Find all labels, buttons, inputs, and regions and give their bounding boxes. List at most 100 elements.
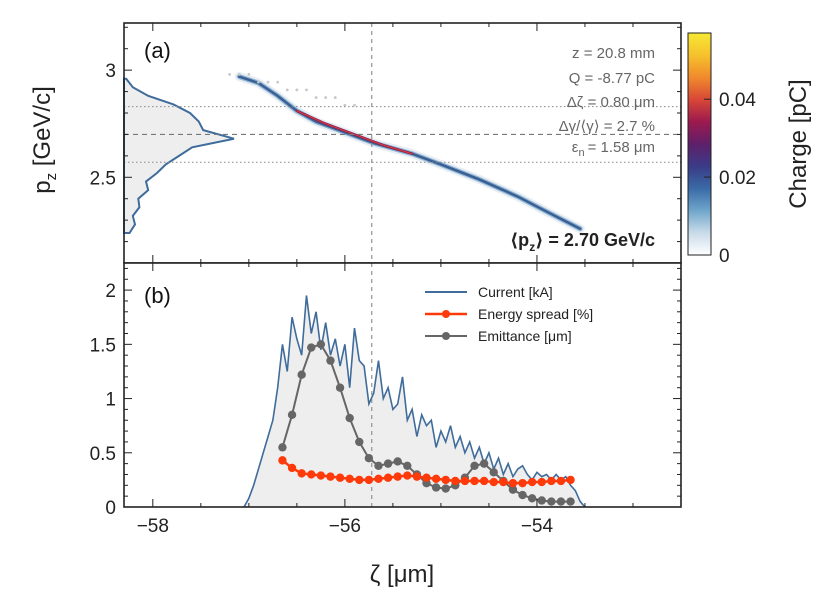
emittance-marker — [364, 454, 374, 463]
x-tick-label: −54 — [521, 516, 554, 537]
y-tick-label-b: 0.5 — [90, 444, 116, 465]
energy-spread-marker — [345, 474, 354, 484]
energy-spread-marker — [431, 474, 441, 484]
emittance-marker — [287, 410, 297, 420]
energy-spread-marker — [393, 472, 402, 481]
colorbar-tick-label: 0 — [719, 246, 730, 267]
emittance-marker — [566, 497, 575, 506]
colorbar-gradient — [687, 32, 712, 256]
emittance-marker — [355, 437, 364, 447]
panel-b-frame — [123, 262, 682, 508]
emittance-marker — [403, 461, 412, 470]
emittance-marker — [489, 468, 498, 477]
emittance-marker — [278, 443, 287, 452]
emittance-marker — [479, 459, 489, 468]
beam-head-particle — [305, 88, 308, 92]
y-axis-title-a-p: p — [29, 180, 56, 193]
x-axis-title: ζ [μm] — [370, 561, 434, 588]
emittance-marker — [537, 496, 546, 505]
emittance-marker — [508, 485, 518, 494]
emittance-marker — [431, 483, 441, 492]
energy-spread-marker — [278, 456, 287, 465]
emittance-marker — [316, 340, 326, 349]
y-tick-label-b: 0 — [105, 498, 116, 519]
beam-dense-highlight — [296, 110, 413, 155]
emittance-marker — [547, 497, 556, 506]
emittance-marker — [383, 459, 393, 468]
y-axis-title-a-sub: z — [43, 173, 60, 181]
stat-emittance-sub: n — [578, 147, 584, 159]
colorbar-label: Charge [pC] — [785, 79, 812, 208]
momentum-projection — [123, 77, 235, 234]
legend: Current [kA] Energy spread [%] Emittance… — [425, 284, 593, 344]
emittance-marker — [297, 370, 306, 379]
mean-momentum: ⟨pz⟩ = 2.70 GeV/c — [510, 230, 655, 254]
y-tick-label-a: 3 — [105, 61, 116, 82]
mean-momentum-sub: z — [529, 240, 535, 254]
energy-spread-marker — [470, 476, 479, 486]
colorbar-tick-label: 0.02 — [719, 168, 756, 189]
emittance-marker — [518, 490, 527, 500]
y-axis-title-a-unit: [GeV/c] — [29, 86, 56, 173]
colorbar-ticks: 0 0.02 0.04 — [704, 90, 756, 267]
series-emittance — [278, 340, 575, 506]
colorbar-tick-label: 0.04 — [719, 90, 756, 111]
beam-head-particle — [285, 88, 289, 92]
energy-spread-marker — [441, 475, 450, 485]
beam-head-particle — [333, 96, 337, 99]
colorbar: 0 0.02 0.04 Charge [pC] — [687, 32, 812, 267]
energy-spread-marker — [403, 471, 412, 480]
emittance-marker — [307, 343, 316, 352]
x-tick-label: −58 — [137, 516, 169, 537]
energy-spread-marker — [383, 473, 393, 482]
beam-head-particle — [324, 96, 328, 99]
emittance-marker — [393, 457, 402, 466]
emittance-marker — [345, 413, 354, 423]
energy-spread-marker — [412, 472, 422, 481]
series-current-line — [243, 295, 586, 508]
energy-spread-marker — [479, 476, 489, 486]
beam-head-particle — [257, 80, 260, 84]
emittance-marker — [326, 356, 335, 365]
energy-spread-marker — [527, 477, 537, 487]
energy-spread-marker — [307, 470, 316, 479]
panel-b: 0 0.5 1 1.5 2 −58 −56 −54 (b) Current [kA] Ener… — [90, 262, 682, 537]
series-energy-spread — [278, 456, 575, 488]
energy-spread-marker — [518, 478, 527, 488]
energy-spread-marker — [451, 476, 460, 486]
energy-spread-marker — [316, 471, 326, 480]
beam-head-particle — [353, 103, 356, 107]
stat-bunch-length: Δζ = 0.80 μm — [567, 94, 655, 111]
mean-momentum-value: ⟩ = 2.70 GeV/c — [535, 230, 655, 250]
energy-spread-marker — [335, 473, 345, 482]
energy-spread-marker — [364, 475, 374, 485]
emittance-marker — [556, 497, 566, 506]
energy-spread-marker — [556, 476, 566, 486]
legend-emittance-label: Emittance [μm] — [478, 328, 572, 344]
energy-spread-marker — [547, 476, 556, 486]
x-tick-label: −56 — [329, 516, 361, 537]
beam-head-particle — [266, 80, 270, 84]
legend-current-label: Current [kA] — [478, 284, 553, 300]
energy-spread-marker — [374, 474, 383, 484]
reference-lines-a — [124, 23, 681, 263]
emittance-marker — [470, 461, 479, 470]
panel-label-b: (b) — [144, 283, 171, 308]
y-tick-label-a: 2.5 — [90, 168, 116, 189]
y-axis-title-a: pz [GeV/c] — [29, 86, 60, 194]
y-tick-label-b: 2 — [105, 281, 116, 302]
beam-head-particle — [228, 73, 232, 76]
energy-spread-marker — [422, 473, 431, 482]
stat-emittance: εn = 1.58 μm — [572, 139, 655, 159]
stat-charge: Q = -8.77 pC — [569, 70, 655, 87]
beam-head-particle — [314, 96, 318, 99]
emittance-marker — [527, 494, 537, 503]
legend-espread-marker — [442, 310, 450, 318]
legend-espread-label: Energy spread [%] — [478, 306, 593, 322]
beam-head-particle — [237, 73, 241, 76]
panel-label-a: (a) — [144, 38, 171, 63]
mean-momentum-prefix: ⟨p — [510, 230, 529, 250]
emittance-marker — [441, 484, 450, 493]
energy-spread-marker — [460, 476, 470, 486]
energy-spread-marker — [537, 477, 546, 487]
